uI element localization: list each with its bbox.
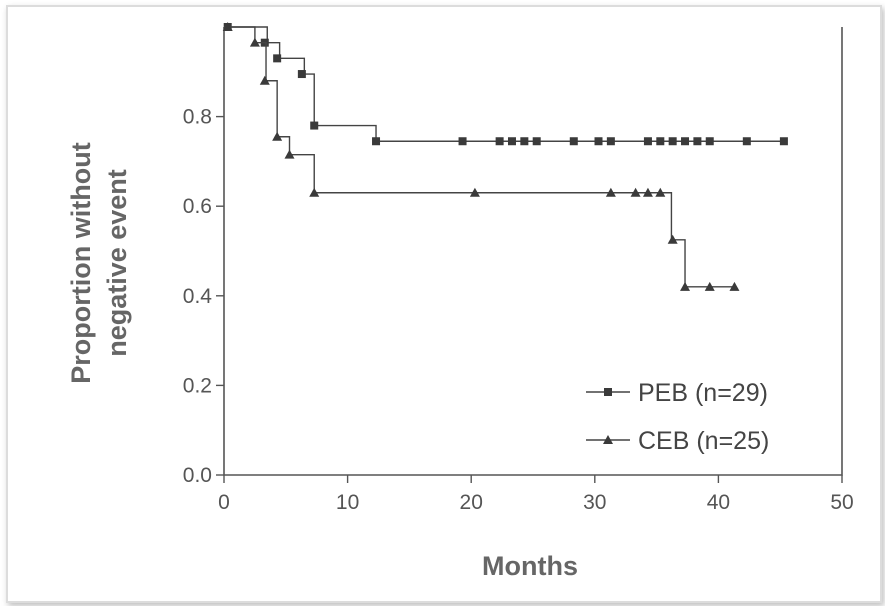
x-tick-label: 40 [707, 491, 730, 514]
y-axis: 0.0 0.2 0.4 0.6 0.8 [183, 106, 224, 487]
legend: PEB (n=29) CEB (n=25) [586, 379, 769, 455]
legend-item: CEB (n=25) [586, 427, 769, 455]
x-tick-label: 30 [583, 491, 606, 514]
square-marker [273, 54, 282, 63]
triangle-marker [667, 234, 678, 244]
square-marker [594, 137, 603, 146]
x-axis-title: Months [482, 551, 578, 581]
x-tick-label: 0 [218, 491, 230, 514]
series-line [224, 26, 734, 288]
triangle-marker [309, 187, 320, 197]
square-marker [495, 137, 504, 146]
square-marker [507, 137, 516, 146]
y-tick-label: 0.0 [183, 464, 212, 487]
triangle-marker [704, 281, 715, 291]
square-marker [693, 137, 702, 146]
y-tick-label: 0.4 [183, 285, 213, 308]
square-marker [643, 137, 652, 146]
figure-panel: 0 10 20 30 40 50 0.0 0.2 0.4 0.6 0.8 PEB (n=29) CE… [6, 5, 882, 603]
triangle-marker [680, 281, 691, 291]
square-marker [372, 137, 381, 146]
triangle-marker [249, 37, 260, 47]
square-marker [681, 137, 690, 146]
square-marker [656, 137, 665, 146]
square-marker [668, 137, 677, 146]
series-square [223, 23, 788, 146]
square-marker [742, 137, 751, 146]
square-marker [520, 137, 529, 146]
square-marker [569, 137, 578, 146]
x-tick-label: 20 [460, 491, 483, 514]
square-marker [297, 70, 306, 79]
y-axis-title-line-2: negative event [102, 169, 132, 357]
square-marker [606, 137, 615, 146]
y-tick-label: 0.2 [183, 374, 212, 397]
square-marker [310, 121, 319, 130]
legend-item: PEB (n=29) [586, 379, 768, 407]
plot-frame [223, 27, 843, 476]
triangle-marker [259, 75, 270, 85]
x-axis: 0 10 20 30 40 50 [218, 475, 854, 514]
triangle-marker [222, 22, 233, 31]
legend-label: CEB (n=25) [638, 427, 769, 455]
y-tick-label: 0.8 [183, 106, 212, 129]
triangle-marker [642, 187, 653, 197]
x-tick-label: 50 [830, 491, 853, 514]
triangle-marker [630, 187, 641, 197]
triangle-marker [605, 187, 616, 197]
series-triangle [222, 22, 740, 291]
chart: 0 10 20 30 40 50 0.0 0.2 0.4 0.6 0.8 PEB (n=29) CE… [66, 22, 854, 581]
triangle-marker [469, 187, 480, 197]
square-marker [458, 137, 467, 146]
square-marker [532, 137, 541, 146]
triangle-marker [603, 435, 613, 444]
x-tick-label: 10 [336, 491, 359, 514]
triangle-marker [655, 187, 666, 197]
triangle-marker [272, 131, 283, 141]
square-marker [604, 388, 612, 396]
series-layer [222, 22, 788, 291]
series-line [224, 26, 783, 142]
y-tick-label: 0.6 [183, 195, 212, 218]
square-marker [705, 137, 714, 146]
square-marker [779, 137, 788, 146]
y-axis-title-line-1: Proportion without [66, 142, 96, 383]
triangle-marker [729, 281, 740, 291]
triangle-marker [284, 149, 295, 159]
plot-border [223, 27, 843, 476]
legend-label: PEB (n=29) [638, 379, 768, 407]
